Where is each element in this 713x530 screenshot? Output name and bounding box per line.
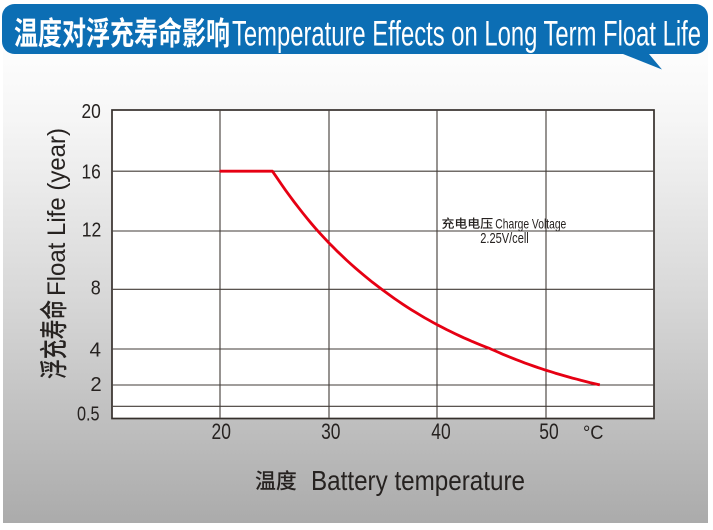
- svg-text:12: 12: [82, 219, 102, 241]
- svg-text:Charge Voltage: Charge Voltage: [495, 216, 566, 232]
- svg-text:2: 2: [90, 374, 101, 396]
- svg-text:16: 16: [82, 162, 101, 184]
- svg-text:Float Life (year): Float Life (year): [43, 128, 71, 296]
- svg-text:4: 4: [90, 340, 102, 362]
- svg-text:2.25V/cell: 2.25V/cell: [480, 230, 529, 247]
- svg-text:Battery temperature: Battery temperature: [311, 465, 525, 496]
- svg-text:20: 20: [82, 101, 101, 123]
- svg-text:50: 50: [539, 419, 558, 444]
- svg-text:Temperature Effects on Long Te: Temperature Effects on Long Term Float L…: [232, 15, 701, 54]
- svg-text:40: 40: [431, 419, 450, 444]
- svg-text:°C: °C: [583, 422, 604, 444]
- svg-text:30: 30: [321, 419, 340, 444]
- svg-text:20: 20: [212, 419, 231, 444]
- svg-text:8: 8: [91, 277, 101, 299]
- svg-text:0.5: 0.5: [77, 404, 100, 426]
